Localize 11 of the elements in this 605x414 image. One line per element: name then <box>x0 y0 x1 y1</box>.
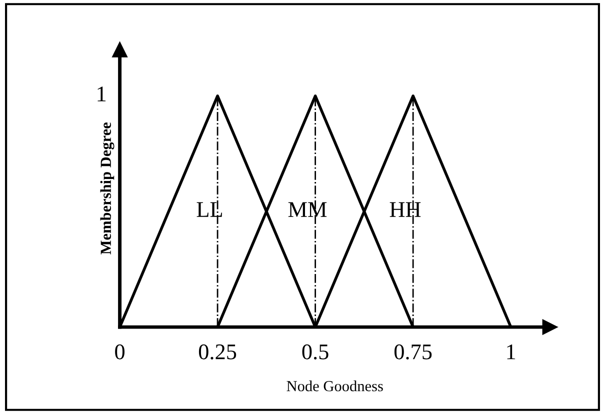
x-tick-label: 0.5 <box>302 344 328 360</box>
series-label: HH <box>390 202 421 217</box>
x-tick-label: 1 <box>507 344 516 360</box>
series-label: MM <box>288 202 327 217</box>
x-axis-title: Node Goodness <box>286 380 383 392</box>
x-tick-label: 0.25 <box>198 344 236 360</box>
text: 1 <box>98 86 106 102</box>
y-axis-title: Membership Degree <box>100 122 114 254</box>
series-label: LL <box>196 202 222 217</box>
x-tick-label: 0 <box>115 344 124 360</box>
x-tick-label: 0.75 <box>394 344 432 360</box>
